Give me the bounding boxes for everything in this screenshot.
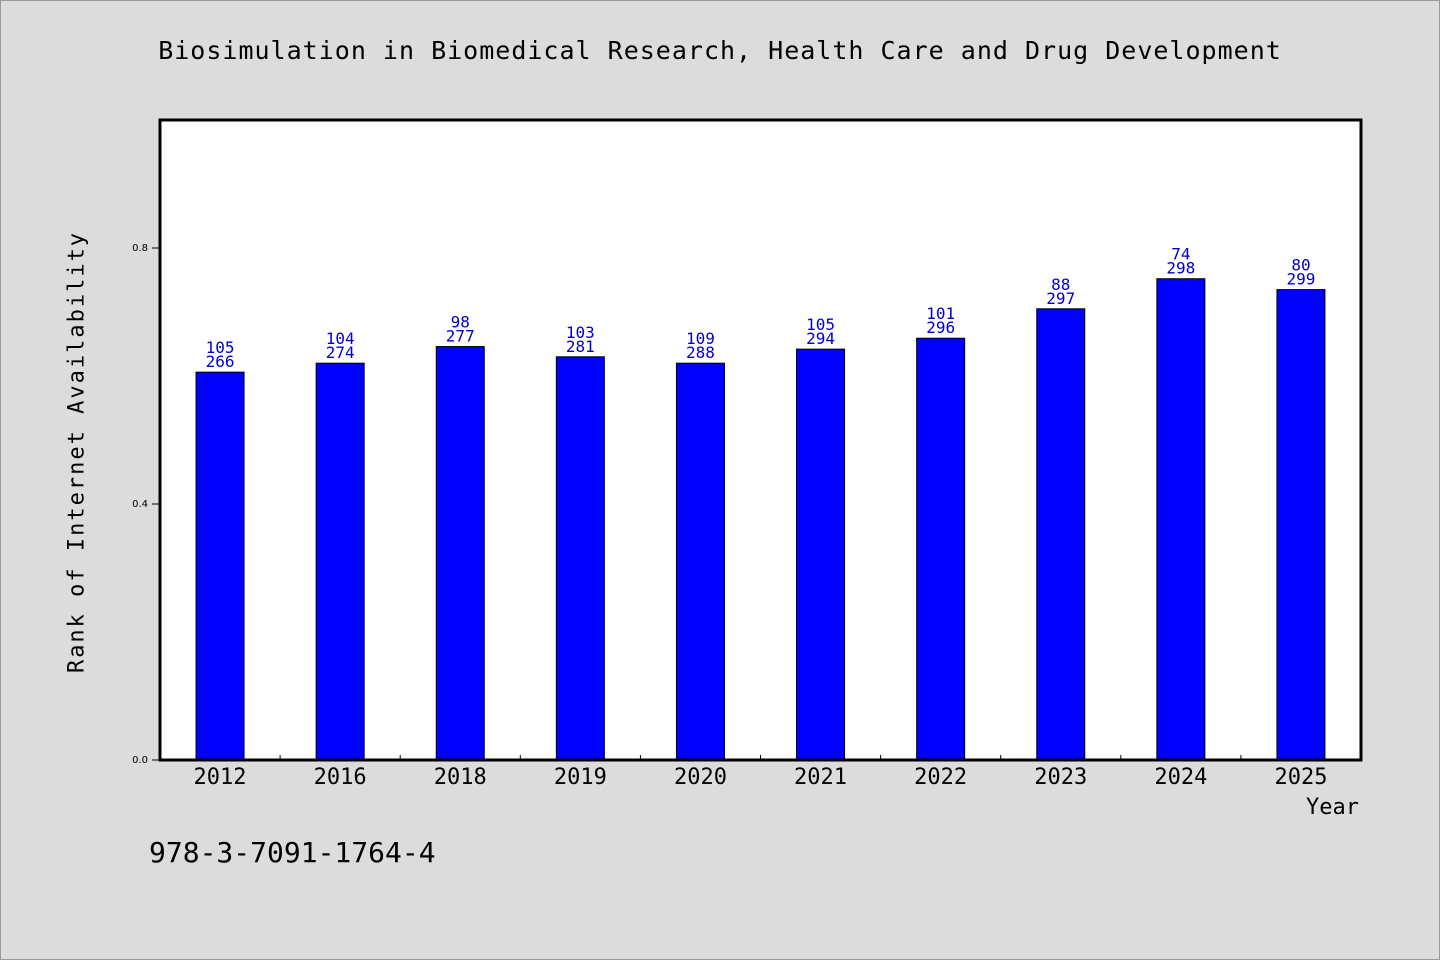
bar-label-bottom: 277 [446,327,475,346]
bar [675,362,725,761]
x-tick-label: 2025 [1274,765,1327,790]
bar-label-top: 105 [206,338,235,357]
bar [315,362,365,761]
bar-label-top: 103 [566,323,595,342]
y-tick-label: 0.8 [132,243,148,254]
isbn-label: 978-3-7091-1764-4 [149,836,436,869]
x-tick-label: 2020 [674,765,727,790]
x-tick-label: 2016 [314,765,367,790]
bar [555,356,605,761]
bar-label-bottom: 294 [806,329,835,348]
bar-label-bottom: 296 [926,318,955,337]
x-tick-label: 2019 [554,765,607,790]
bar-label-bottom: 298 [1166,259,1195,278]
bar-label-bottom: 299 [1286,270,1315,289]
bar-label-bottom: 274 [326,343,355,362]
bar [916,337,966,761]
bar-label-top: 88 [1051,275,1070,294]
bar-label-bottom: 281 [566,337,595,356]
bar-label-top: 101 [926,304,955,323]
x-tick-label: 2024 [1154,765,1207,790]
bar [435,346,485,761]
bar-label-top: 74 [1171,245,1190,264]
bar-label-top: 98 [451,313,470,332]
x-axis-label: Year [1306,795,1359,820]
bar [1276,289,1326,761]
bar-label-bottom: 266 [206,352,235,371]
x-tick-label: 2012 [194,765,247,790]
bar [1156,278,1206,761]
bar-label-bottom: 297 [1046,289,1075,308]
x-tick-label: 2018 [434,765,487,790]
x-tick-label: 2021 [794,765,847,790]
y-tick-label: 0.4 [132,499,148,510]
plot-border [158,118,1363,762]
bar-label-top: 104 [326,329,355,348]
bar [1036,308,1086,761]
y-tick-label: 0.0 [132,755,148,766]
bar [195,371,245,761]
bar-label-top: 105 [806,315,835,334]
chart-title: Biosimulation in Biomedical Research, He… [158,36,1282,65]
bar-label-bottom: 288 [686,343,715,362]
x-tick-label: 2022 [914,765,967,790]
bar [796,348,846,761]
bar-label-top: 80 [1291,256,1310,275]
bar-label-top: 109 [686,329,715,348]
x-tick-label: 2023 [1034,765,1087,790]
